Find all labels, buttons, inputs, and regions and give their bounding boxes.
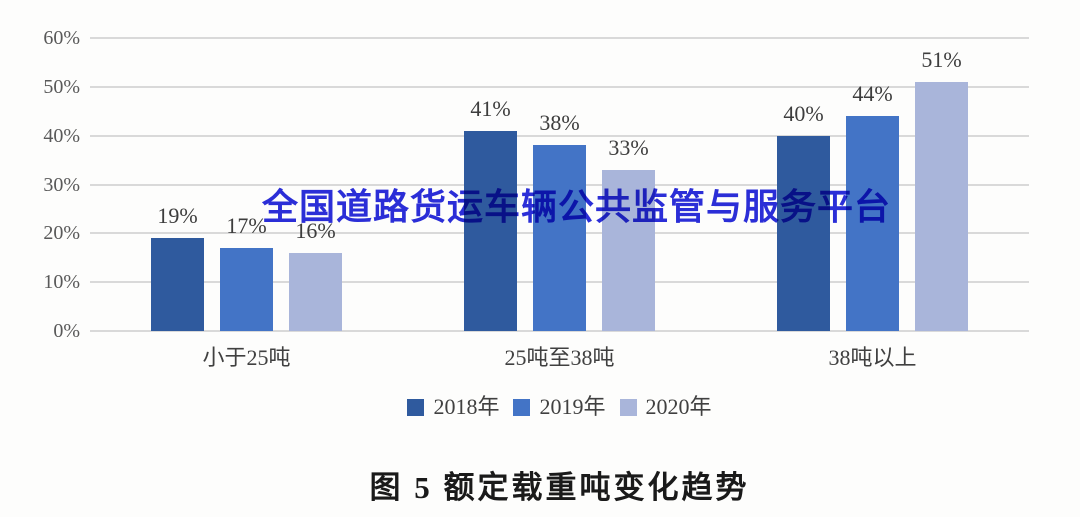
bar-2018年-38吨以上 <box>777 135 830 331</box>
gridline <box>90 37 1029 39</box>
legend-swatch-icon <box>513 398 531 416</box>
x-axis-category-label: 25吨至38吨 <box>504 345 615 370</box>
gridline <box>90 134 1029 137</box>
x-axis-category-label: 小于25吨 <box>202 345 291 370</box>
gridline <box>90 330 1029 332</box>
legend-item-2020年: 2020年 <box>619 394 712 420</box>
bar-2020年-25吨至38吨 <box>602 169 655 331</box>
y-axis-tick-label: 0% <box>53 320 80 342</box>
y-axis-tick-label: 20% <box>43 222 80 245</box>
legend-label: 2020年 <box>645 394 712 419</box>
bar-value-label: 17% <box>226 212 267 238</box>
legend-item-2018年: 2018年 <box>407 394 499 420</box>
bar-value-label: 16% <box>295 217 336 243</box>
x-axis-category-label: 38吨以上 <box>828 345 917 370</box>
bar-2019年-25吨至38吨 <box>533 145 586 331</box>
y-axis-tick-label: 40% <box>43 124 80 147</box>
bar-value-label: 51% <box>921 46 962 72</box>
bar-value-label: 19% <box>157 203 198 229</box>
bar-2019年-小于25吨 <box>220 247 273 331</box>
bar-2019年-38吨以上 <box>846 116 899 331</box>
bar-value-label: 38% <box>539 110 580 136</box>
y-axis-tick-label: 50% <box>43 75 80 98</box>
bar-value-label: 44% <box>852 81 893 107</box>
legend-item-2019年: 2019年 <box>513 394 606 420</box>
y-axis-tick-label: 60% <box>43 27 80 49</box>
bar-value-label: 40% <box>783 100 824 126</box>
bar-2020年-38吨以上 <box>915 81 968 331</box>
figure-caption: 图 5 额定载重吨变化趋势 <box>369 470 750 505</box>
legend-swatch-icon <box>619 398 637 416</box>
legend-label: 2018年 <box>433 394 500 419</box>
bar-2018年-25吨至38吨 <box>464 130 517 331</box>
bar-value-label: 33% <box>608 134 649 160</box>
bar-value-label: 41% <box>470 95 511 121</box>
legend-swatch-icon <box>407 398 425 416</box>
legend-label: 2019年 <box>539 394 606 419</box>
bar-2018年-小于25吨 <box>151 238 204 331</box>
y-axis-tick-label: 10% <box>43 271 80 294</box>
gridline <box>90 85 1029 88</box>
legend: 2018年 2019年 2020年 <box>90 392 1029 422</box>
y-axis-tick-label: 30% <box>43 173 80 196</box>
bar-2020年-小于25吨 <box>289 252 342 331</box>
